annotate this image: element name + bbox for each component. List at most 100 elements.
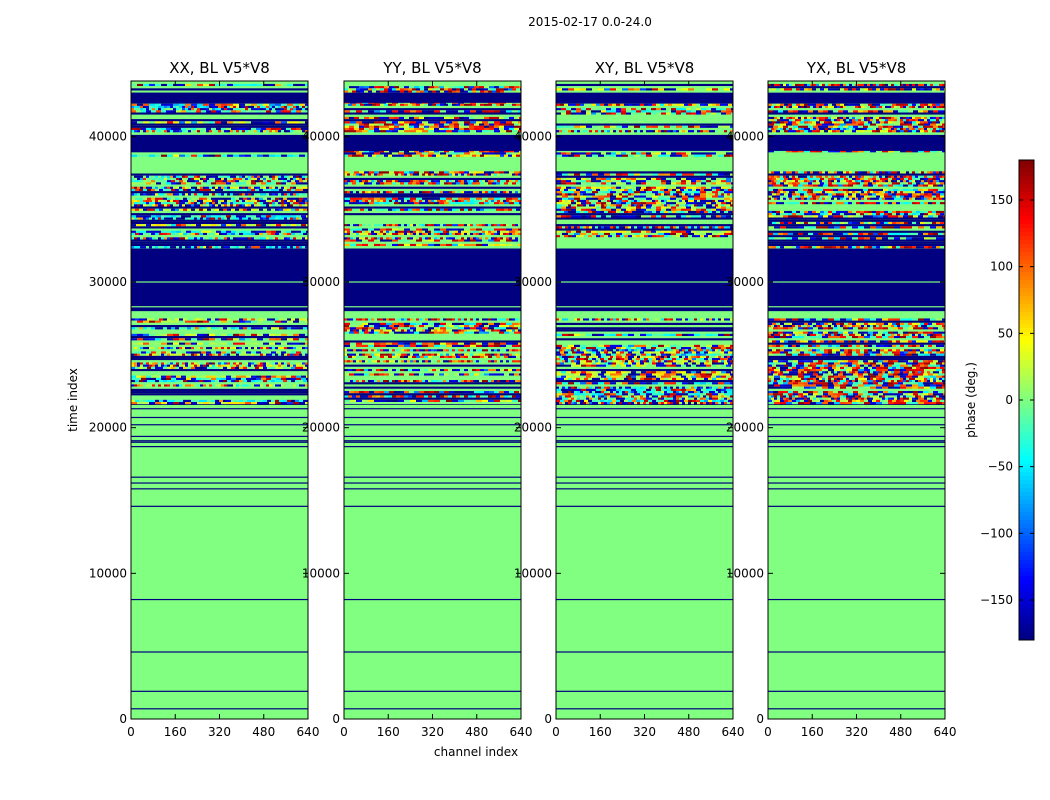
stripe-cell	[425, 199, 428, 203]
stripe-cell	[173, 384, 176, 387]
stripe-cell	[344, 239, 350, 242]
stripe-cell	[191, 130, 194, 133]
stripe-cell	[131, 215, 136, 218]
stripe-cell	[245, 199, 248, 203]
stripe-cell	[200, 177, 203, 181]
stripe-cell	[179, 188, 183, 192]
stripe-cell	[287, 338, 293, 341]
stripe-cell	[235, 232, 239, 236]
stripe-cell	[284, 193, 287, 196]
stripe-cell	[488, 197, 494, 200]
stripe-cell	[359, 180, 362, 183]
stripe-cell	[194, 204, 197, 207]
stripe-cell	[428, 360, 431, 363]
stripe-cell	[504, 369, 508, 372]
stripe-cell	[388, 88, 392, 91]
stripe-cell	[396, 369, 400, 372]
stripe-cell	[254, 217, 257, 220]
y-tick-label: 20000	[302, 421, 340, 435]
stripe-cell	[452, 342, 458, 345]
stripe-cell	[434, 150, 439, 153]
stripe-cell	[267, 399, 271, 403]
stripe-cell	[424, 369, 428, 372]
stripe-cell	[164, 108, 167, 111]
stripe-cell	[191, 353, 194, 356]
stripe-cell	[347, 199, 350, 203]
stripe-cell	[386, 228, 392, 231]
stripe-cell	[661, 349, 664, 352]
stripe-cell	[243, 380, 247, 383]
stripe-cell	[489, 127, 494, 131]
stripe-cell	[278, 364, 281, 367]
stripe-zero	[131, 360, 308, 363]
stripe-cell	[179, 103, 185, 106]
stripe-cell	[186, 377, 191, 381]
stripe-cell	[349, 150, 354, 153]
stripe-cell	[497, 318, 500, 321]
stripe-cell	[469, 125, 474, 128]
stripe-cell	[420, 154, 424, 157]
stripe-cell	[161, 384, 164, 387]
stripe-cell	[408, 355, 412, 359]
stripe-cell	[281, 375, 286, 378]
stripe-cell	[211, 188, 215, 192]
stripe-cell	[200, 202, 203, 205]
stripe-cell	[412, 88, 416, 91]
stripe-cell	[428, 152, 434, 155]
stripe-cell	[425, 360, 428, 363]
stripe-cell	[151, 208, 155, 211]
stripe-cell	[577, 349, 580, 352]
stripe-cell	[344, 243, 350, 247]
stripe-cell	[476, 182, 480, 185]
stripe-cell	[395, 180, 398, 183]
stripe-cell	[506, 349, 509, 352]
stripe-cell	[452, 199, 455, 203]
stripe-cell	[362, 399, 368, 403]
stripe-cell	[230, 384, 233, 387]
stripe-cell	[155, 364, 158, 367]
stripe-cell	[413, 318, 416, 321]
stripe-cell	[171, 215, 176, 218]
stripe-cell	[171, 399, 175, 403]
stripe-cell	[506, 327, 512, 330]
stripe-cell	[444, 88, 448, 91]
thin-line	[556, 408, 733, 410]
stripe-cell	[203, 103, 209, 106]
stripe-cell	[448, 369, 452, 372]
stripe-cell	[446, 121, 452, 124]
stripe-cell	[284, 246, 287, 249]
stripe-cell	[356, 208, 360, 211]
stripe-cell	[432, 395, 436, 398]
stripe-cell	[239, 108, 242, 111]
stripe-cell	[506, 121, 512, 124]
stripe-cell	[257, 186, 260, 189]
stripe-cell	[396, 182, 400, 185]
stripe-cell	[271, 377, 276, 381]
stripe-cell	[155, 320, 161, 323]
stripe-cell	[437, 232, 440, 236]
stripe-cell	[212, 199, 215, 203]
stripe-cell	[429, 325, 434, 328]
stripe-cell	[470, 199, 473, 203]
stripe-cell	[302, 108, 305, 111]
band-line	[131, 306, 308, 308]
stripe-cell	[296, 204, 299, 207]
stripe-cell	[203, 246, 206, 249]
stripe-cell	[422, 230, 425, 233]
stripe-cell	[464, 103, 468, 106]
stripe-cell	[568, 318, 571, 321]
stripe-cell	[131, 342, 137, 345]
stripe-cell	[215, 204, 218, 207]
stripe-cell	[275, 366, 279, 370]
stripe-cell	[233, 217, 236, 220]
stripe-cell	[257, 333, 263, 337]
stripe-cell	[290, 353, 293, 356]
stripe-cell	[143, 399, 147, 403]
stripe-cell	[512, 395, 516, 398]
stripe-cell	[231, 327, 235, 330]
stripe-cell	[395, 380, 398, 383]
stripe-cell	[241, 224, 246, 227]
stripe-cell	[454, 325, 459, 328]
stripe-cell	[727, 349, 730, 352]
stripe-cell	[518, 322, 521, 326]
